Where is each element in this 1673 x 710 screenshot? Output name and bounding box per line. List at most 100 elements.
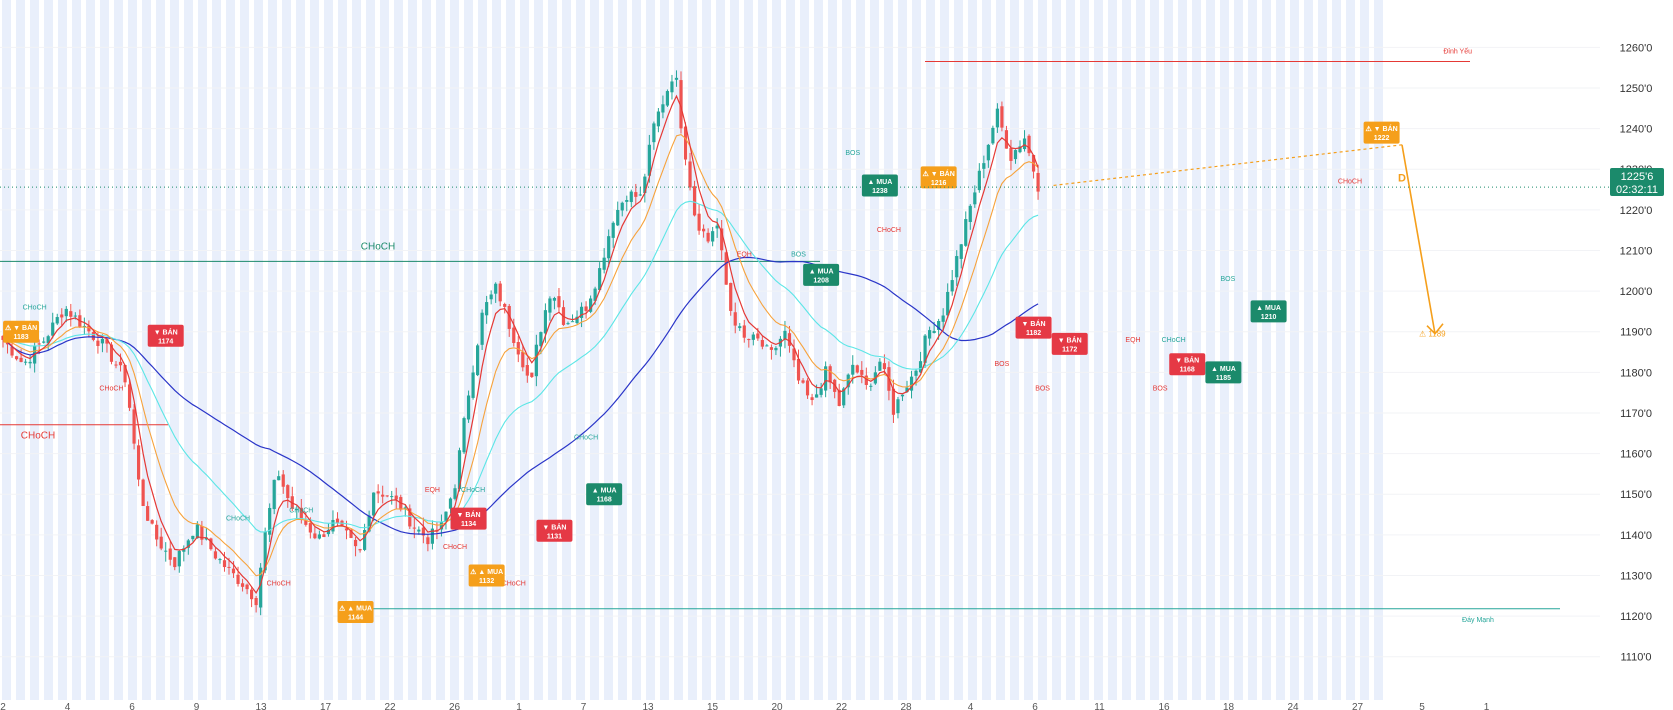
candle-body	[46, 336, 50, 344]
candle-body	[245, 584, 249, 590]
candle-body	[905, 387, 909, 393]
candle-body	[683, 126, 688, 160]
candle-body	[222, 560, 227, 568]
candle-body	[1, 335, 5, 340]
candle-body	[417, 529, 421, 532]
session-band	[898, 0, 907, 700]
session-band	[1122, 0, 1131, 700]
session-band	[100, 0, 109, 700]
candle-body	[543, 310, 547, 334]
candle-body	[281, 474, 285, 487]
candle-body	[394, 495, 398, 500]
session-band	[646, 0, 655, 700]
candle-body	[1018, 146, 1022, 153]
candle-body	[96, 340, 100, 346]
candle-body	[462, 418, 466, 453]
structure-label: CHoCH	[877, 227, 901, 234]
session-band	[1248, 0, 1257, 700]
sell-signal: ▼ BÁN 1168	[1169, 353, 1206, 376]
candle-body	[692, 186, 697, 216]
candle-body	[335, 518, 340, 523]
time-axis[interactable]: 2 4 6 9 13 17 22 26 1 7 13 15 20 22 28 4 6 11 16 18 24 27 5 1	[0, 702, 1490, 710]
candle-body	[471, 372, 475, 398]
session-band	[996, 0, 1005, 700]
candle-body	[137, 445, 141, 480]
candle-body	[480, 312, 484, 345]
session-band	[72, 0, 81, 700]
price-tick: 1160'0	[1620, 449, 1652, 461]
candle-body	[697, 213, 701, 231]
sell-signal: ▼ BÁN 1172	[1051, 332, 1088, 355]
candle-body	[100, 338, 105, 344]
candle-body	[575, 316, 579, 324]
session-band	[142, 0, 151, 700]
candle-body	[286, 485, 290, 499]
signal-box	[920, 166, 957, 189]
candle-body	[254, 598, 258, 606]
time-tick: 17	[320, 702, 332, 710]
candle-body	[783, 330, 787, 339]
session-band	[58, 0, 67, 700]
signal-price: 1182	[1026, 330, 1041, 337]
candle-body	[150, 520, 154, 524]
candle-body	[60, 314, 64, 318]
candle-body	[421, 527, 425, 536]
candle-body	[733, 312, 737, 326]
candle-body	[756, 333, 760, 339]
moving-averages	[2, 94, 1039, 595]
signal-price: 1185	[1216, 375, 1231, 382]
candle-body	[792, 348, 796, 361]
session-band	[1220, 0, 1229, 700]
session-band	[1374, 0, 1383, 700]
candle-body	[548, 298, 552, 313]
session-band	[870, 0, 879, 700]
candle-body	[679, 80, 683, 129]
candle-body	[168, 548, 172, 560]
candle-body	[200, 525, 204, 540]
candle-body	[236, 574, 240, 584]
time-tick: 13	[642, 702, 654, 710]
candle-body	[37, 343, 41, 345]
candle-body	[448, 498, 453, 509]
candle-body	[932, 330, 936, 333]
candle-body	[991, 127, 995, 144]
session-band	[324, 0, 333, 700]
projection-point: D	[1398, 172, 1406, 184]
candle-body	[982, 163, 986, 169]
candle-body	[530, 372, 534, 378]
candle-body	[159, 536, 163, 549]
candle-body	[317, 534, 321, 539]
structure-label: BOS	[791, 252, 806, 259]
candle-body	[589, 298, 593, 312]
candle-body	[87, 325, 91, 332]
candle-body	[507, 305, 511, 329]
candle-body	[661, 104, 665, 113]
session-band	[1108, 0, 1117, 700]
candle-body	[426, 537, 430, 545]
structure-label: EQH	[737, 252, 752, 259]
trade-signals: ⚠ ▼ BÁN 1183 ▼ BÁN 1174 ⚠ ▲ MUA 1144 ▼ BÁN 1134…	[3, 121, 1400, 623]
candle-body	[855, 365, 859, 373]
candle-body	[191, 535, 195, 540]
candle-body	[127, 384, 132, 408]
session-band	[1290, 0, 1299, 700]
price-axis[interactable]: 1260'01250'01240'01230'01220'01210'01200…	[0, 42, 1652, 664]
session-band	[1038, 0, 1047, 700]
candle-body	[503, 303, 507, 307]
candle-body	[670, 81, 674, 93]
projection-arrowhead	[1426, 323, 1444, 335]
candle-body	[702, 228, 706, 232]
candle-body	[1027, 135, 1031, 154]
signal-label: ▼ BÁN	[154, 327, 178, 336]
candle-body	[950, 280, 954, 292]
signal-label: ▼ BÁN	[1058, 335, 1082, 344]
session-band	[982, 0, 991, 700]
candle-body	[69, 311, 73, 317]
signal-label: ▼ BÁN	[542, 522, 566, 531]
candle-body	[358, 549, 362, 551]
candle-body	[349, 529, 353, 538]
candle-body	[444, 511, 448, 522]
time-tick: 9	[194, 702, 200, 710]
candle-body	[796, 358, 801, 381]
